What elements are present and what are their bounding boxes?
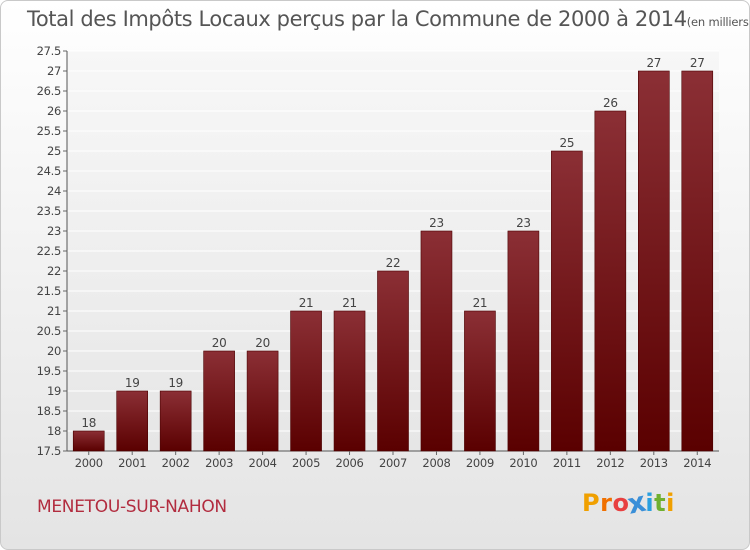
value-label: 22 <box>386 256 401 270</box>
value-label: 23 <box>429 216 444 230</box>
value-label: 26 <box>603 96 618 110</box>
y-tick-label: 23 <box>47 224 61 238</box>
x-tick-label: 2008 <box>422 456 450 470</box>
x-tick-label: 2002 <box>162 456 190 470</box>
bar-2010 <box>507 230 540 452</box>
chart-title-text: Total des Impôts Locaux perçus par la Co… <box>27 7 687 31</box>
bar-2006 <box>333 310 366 452</box>
y-tick-label: 22 <box>47 264 61 278</box>
bar-2007 <box>377 270 409 452</box>
proxiti-logo: Proxiti <box>582 485 675 520</box>
y-tick-label: 25 <box>47 144 61 158</box>
value-label: 21 <box>299 296 314 310</box>
x-tick-label: 2013 <box>640 456 668 470</box>
brand-letter: i <box>666 489 675 517</box>
value-label: 21 <box>342 296 357 310</box>
y-tick-label: 18.5 <box>37 404 61 418</box>
value-label: 18 <box>81 416 96 430</box>
bar-2001 <box>116 390 148 452</box>
chart-subtitle: (en milliers d'€) <box>686 15 749 29</box>
chart-title: Total des Impôts Locaux perçus par la Co… <box>27 7 749 31</box>
value-label: 23 <box>516 216 531 230</box>
value-label: 25 <box>560 136 575 150</box>
value-label: 20 <box>255 336 270 350</box>
y-tick-label: 19 <box>47 384 61 398</box>
y-tick-label: 21 <box>47 304 61 318</box>
bar-2003 <box>203 350 235 452</box>
y-tick-label: 26 <box>47 104 61 118</box>
bar-2002 <box>159 390 192 452</box>
y-tick-label: 20 <box>47 344 61 358</box>
x-tick-label: 2003 <box>205 456 233 470</box>
value-label: 21 <box>473 296 488 310</box>
bar-2013 <box>637 70 670 452</box>
bar-2011 <box>551 150 583 452</box>
bar-2005 <box>290 310 322 452</box>
value-label: 27 <box>690 56 705 70</box>
x-tick-label: 2011 <box>553 456 581 470</box>
value-label: 19 <box>125 376 140 390</box>
brand-letter: o <box>612 489 630 517</box>
bar-2008 <box>420 230 453 452</box>
y-tick-label: 27 <box>47 64 61 78</box>
bar-2014 <box>681 70 714 452</box>
y-tick-label: 20.5 <box>37 324 61 338</box>
y-tick-label: 26.5 <box>37 84 61 98</box>
y-tick-label: 25.5 <box>37 124 61 138</box>
value-label: 27 <box>646 56 661 70</box>
value-label: 19 <box>168 376 183 390</box>
x-tick-label: 2010 <box>509 456 537 470</box>
brand-letter: P <box>582 489 601 517</box>
brand-letter: i <box>645 489 655 517</box>
bar-2009 <box>464 310 496 452</box>
y-tick-label: 22.5 <box>37 244 61 258</box>
y-tick-label: 17.5 <box>37 444 61 458</box>
bar-2000 <box>72 430 105 452</box>
y-tick-label: 24 <box>47 184 61 198</box>
brand-letter: r <box>600 489 613 517</box>
y-tick-label: 18 <box>47 424 61 438</box>
x-tick-label: 2005 <box>292 456 320 470</box>
y-tick-label: 24.5 <box>37 164 61 178</box>
value-label: 20 <box>212 336 227 350</box>
x-tick-label: 2000 <box>75 456 103 470</box>
x-tick-label: 2014 <box>683 456 711 470</box>
brand-letter: t <box>654 489 667 517</box>
y-tick-label: 27.5 <box>37 44 61 58</box>
bar-2004 <box>246 350 279 452</box>
x-tick-label: 2007 <box>379 456 407 470</box>
bar-2012 <box>594 110 627 452</box>
x-tick-label: 2001 <box>118 456 146 470</box>
y-tick-label: 19.5 <box>37 364 61 378</box>
commune-name: MENETOU-SUR-NAHON <box>37 497 227 517</box>
x-tick-label: 2006 <box>335 456 363 470</box>
x-tick-label: 2004 <box>249 456 277 470</box>
y-tick-label: 23.5 <box>37 204 61 218</box>
y-tick-label: 21.5 <box>37 284 61 298</box>
x-tick-label: 2012 <box>596 456 624 470</box>
x-tick-label: 2009 <box>466 456 494 470</box>
